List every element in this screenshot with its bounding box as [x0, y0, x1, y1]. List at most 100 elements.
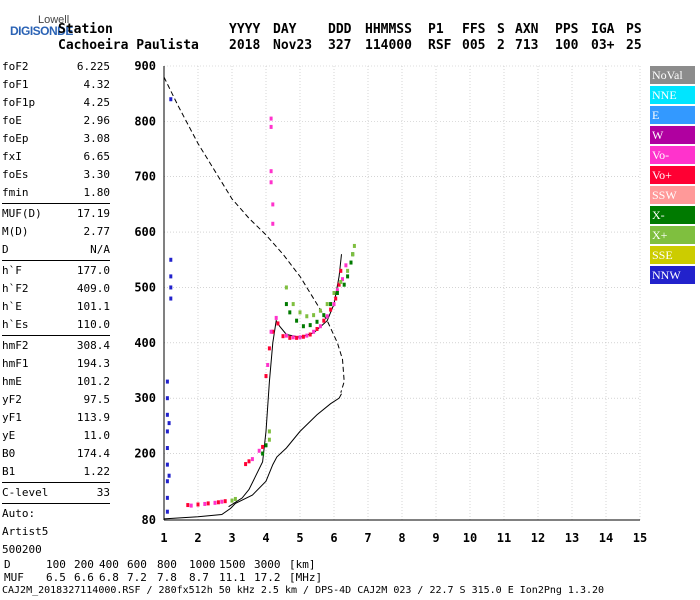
trace-point — [337, 282, 341, 287]
header-cell: Cachoeira Paulista — [58, 38, 199, 53]
param-label: hmF2 — [2, 339, 29, 352]
param-row: Artist5 — [2, 523, 110, 541]
trace-point — [244, 462, 248, 467]
muf-row-unit: [MHz] — [289, 571, 323, 584]
trace-point — [169, 296, 173, 301]
trace-point — [206, 501, 210, 506]
param-row: Auto: — [2, 505, 110, 523]
trace-point — [301, 324, 305, 329]
trace-point — [308, 323, 312, 328]
param-value: 2.96 — [83, 114, 111, 127]
param-row: fxI 6.65 — [2, 148, 110, 166]
trace-point — [346, 268, 350, 273]
trace-point — [257, 448, 261, 453]
divider — [2, 482, 110, 483]
divider — [2, 260, 110, 261]
x-tick-label: 9 — [432, 531, 439, 545]
trace-point — [305, 314, 309, 319]
param-value: 110.0 — [76, 318, 110, 331]
trace-point — [315, 326, 319, 331]
x-tick-label: 7 — [364, 531, 371, 545]
muf-row-value: 7.8 — [157, 571, 177, 584]
legend-item: X+ — [650, 226, 695, 244]
header-cell: 327 — [328, 38, 352, 53]
param-value: 4.25 — [83, 96, 111, 109]
trace-point — [213, 500, 217, 505]
muf-row-value: 6.8 — [99, 571, 119, 584]
x-tick-label: 14 — [599, 531, 613, 545]
trace-point — [271, 221, 275, 226]
trace-point — [165, 462, 169, 467]
header-cell: DAY — [273, 22, 297, 37]
trace-point — [288, 310, 292, 315]
param-label: yE — [2, 429, 16, 442]
legend-item: X- — [650, 206, 695, 224]
trace-point — [167, 421, 171, 426]
trace-point — [276, 321, 280, 326]
x-tick-label: 6 — [330, 531, 337, 545]
param-value: 409.0 — [76, 282, 110, 295]
param-row: B0 174.4 — [2, 445, 110, 463]
muf-row-value: 8.7 — [189, 571, 209, 584]
trace-point — [216, 500, 220, 505]
trace-point — [318, 308, 322, 313]
x-tick-label: 12 — [531, 531, 545, 545]
param-value: 177.0 — [76, 264, 110, 277]
trace-point — [301, 334, 305, 339]
param-row: C-level 33 — [2, 484, 110, 502]
param-value: N/A — [90, 243, 110, 256]
x-tick-label: 11 — [497, 531, 511, 545]
param-label: foF2 — [2, 60, 29, 73]
param-row: hmF1 194.3 — [2, 355, 110, 373]
header-cell: AXN — [515, 22, 539, 37]
trace-point — [167, 473, 171, 478]
trace-point — [322, 318, 326, 323]
header-cell: S — [497, 22, 505, 37]
trace-point — [344, 263, 348, 268]
series-line — [163, 76, 345, 393]
param-value: 308.4 — [76, 339, 110, 352]
legend-item: W — [650, 126, 695, 144]
y-tick-label: 200 — [134, 447, 156, 461]
param-label: foEs — [2, 168, 29, 181]
trace-point — [349, 260, 353, 265]
param-row: MUF(D) 17.19 — [2, 205, 110, 223]
trace-point — [233, 496, 237, 501]
param-row: hmF2 308.4 — [2, 337, 110, 355]
param-row: h`E 101.1 — [2, 298, 110, 316]
legend-item: Vo+ — [650, 166, 695, 184]
trace-point — [186, 503, 190, 508]
param-value: 101.1 — [76, 300, 110, 313]
param-value: 101.2 — [76, 375, 110, 388]
param-row: foF1 4.32 — [2, 76, 110, 94]
trace-point — [291, 302, 295, 307]
trace-point — [312, 329, 316, 334]
trace-point — [308, 332, 312, 337]
trace-point — [271, 202, 275, 207]
trace-point — [247, 459, 251, 464]
x-tick-label: 5 — [296, 531, 303, 545]
muf-row-label: MUF — [4, 571, 24, 584]
y-tick-label: 80 — [142, 513, 156, 527]
param-value: 17.19 — [76, 207, 110, 220]
param-label: hmF1 — [2, 357, 29, 370]
param-row: h`F2 409.0 — [2, 280, 110, 298]
trace-point — [169, 257, 173, 262]
param-value: 97.5 — [83, 393, 111, 406]
y-tick-label: 900 — [134, 59, 156, 73]
param-row: yF1 113.9 — [2, 409, 110, 427]
param-label: B0 — [2, 447, 16, 460]
x-tick-label: 10 — [463, 531, 477, 545]
header-cell: 03+ — [591, 38, 615, 53]
trace-point — [281, 334, 285, 339]
param-value: 1.80 — [83, 186, 111, 199]
x-tick-label: 8 — [398, 531, 405, 545]
trace-point — [341, 277, 344, 282]
header-cell: 25 — [626, 38, 642, 53]
series-line — [228, 254, 342, 508]
muf-row-value: 200 — [74, 558, 94, 571]
trace-point — [165, 429, 169, 434]
trace-point — [165, 446, 169, 451]
param-value: 174.4 — [76, 447, 110, 460]
param-value: 4.32 — [83, 78, 111, 91]
